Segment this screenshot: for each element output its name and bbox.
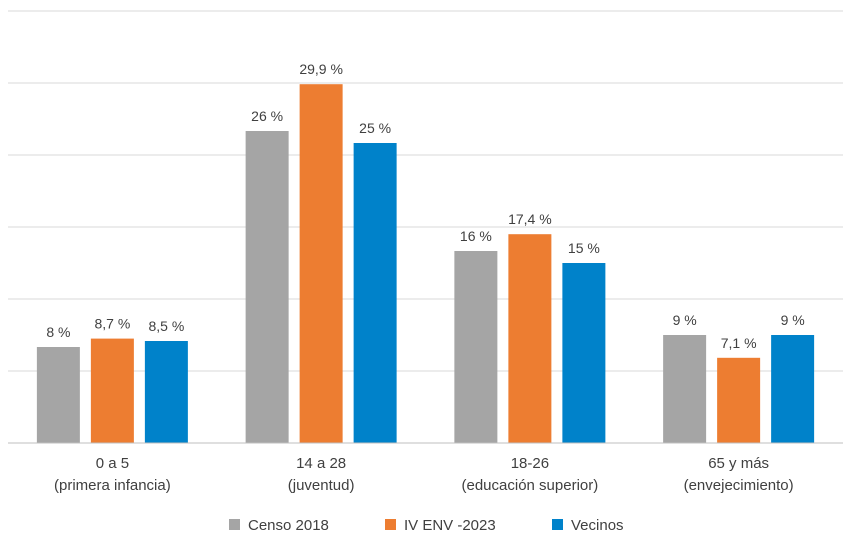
category-label: (educación superior) (462, 477, 599, 494)
data-label: 9 % (781, 312, 805, 328)
bar (663, 335, 707, 443)
bar (771, 335, 815, 443)
category-label: 14 a 28 (296, 455, 346, 472)
legend-swatch (229, 519, 240, 530)
data-label: 17,4 % (508, 211, 552, 227)
legend-swatch (552, 519, 563, 530)
legend-label: IV ENV -2023 (404, 517, 496, 534)
data-label: 9 % (673, 312, 697, 328)
legend-swatch (385, 519, 396, 530)
bar (717, 357, 761, 443)
data-label: 26 % (251, 108, 283, 124)
bar (353, 143, 397, 443)
bar (90, 338, 134, 443)
legend-label: Vecinos (571, 517, 624, 534)
category-label: 18-26 (511, 455, 549, 472)
data-label: 16 % (460, 228, 492, 244)
category-label: 0 a 5 (96, 455, 129, 472)
data-label: 25 % (359, 120, 391, 136)
gridlines (8, 10, 843, 372)
data-label: 15 % (568, 240, 600, 256)
legend-label: Censo 2018 (248, 517, 329, 534)
bar (562, 263, 606, 443)
category-label: (envejecimiento) (684, 477, 794, 494)
bar (508, 234, 552, 443)
data-label: 29,9 % (299, 61, 343, 77)
bar (144, 341, 188, 443)
bar (299, 84, 343, 443)
data-label: 8 % (46, 324, 70, 340)
category-labels: 0 a 5 (primera infancia) 14 a 28 (juventud)… (54, 455, 794, 494)
data-label: 8,5 % (148, 318, 184, 334)
category-label: (primera infancia) (54, 477, 171, 494)
legend: Censo 2018 IV ENV -2023 Vecinos (229, 517, 624, 534)
data-label: 7,1 % (721, 335, 757, 351)
data-labels: 8 % 8,7 % 8,5 % 26 % 29,9 % 25 % 16 % 17,4 % 15 … (46, 61, 804, 351)
category-label: 65 y más (708, 455, 769, 472)
bars (36, 84, 815, 443)
bar (36, 347, 80, 443)
bar (245, 131, 289, 443)
bar (454, 251, 498, 443)
category-label: (juventud) (288, 477, 355, 494)
data-label: 8,7 % (94, 316, 130, 332)
